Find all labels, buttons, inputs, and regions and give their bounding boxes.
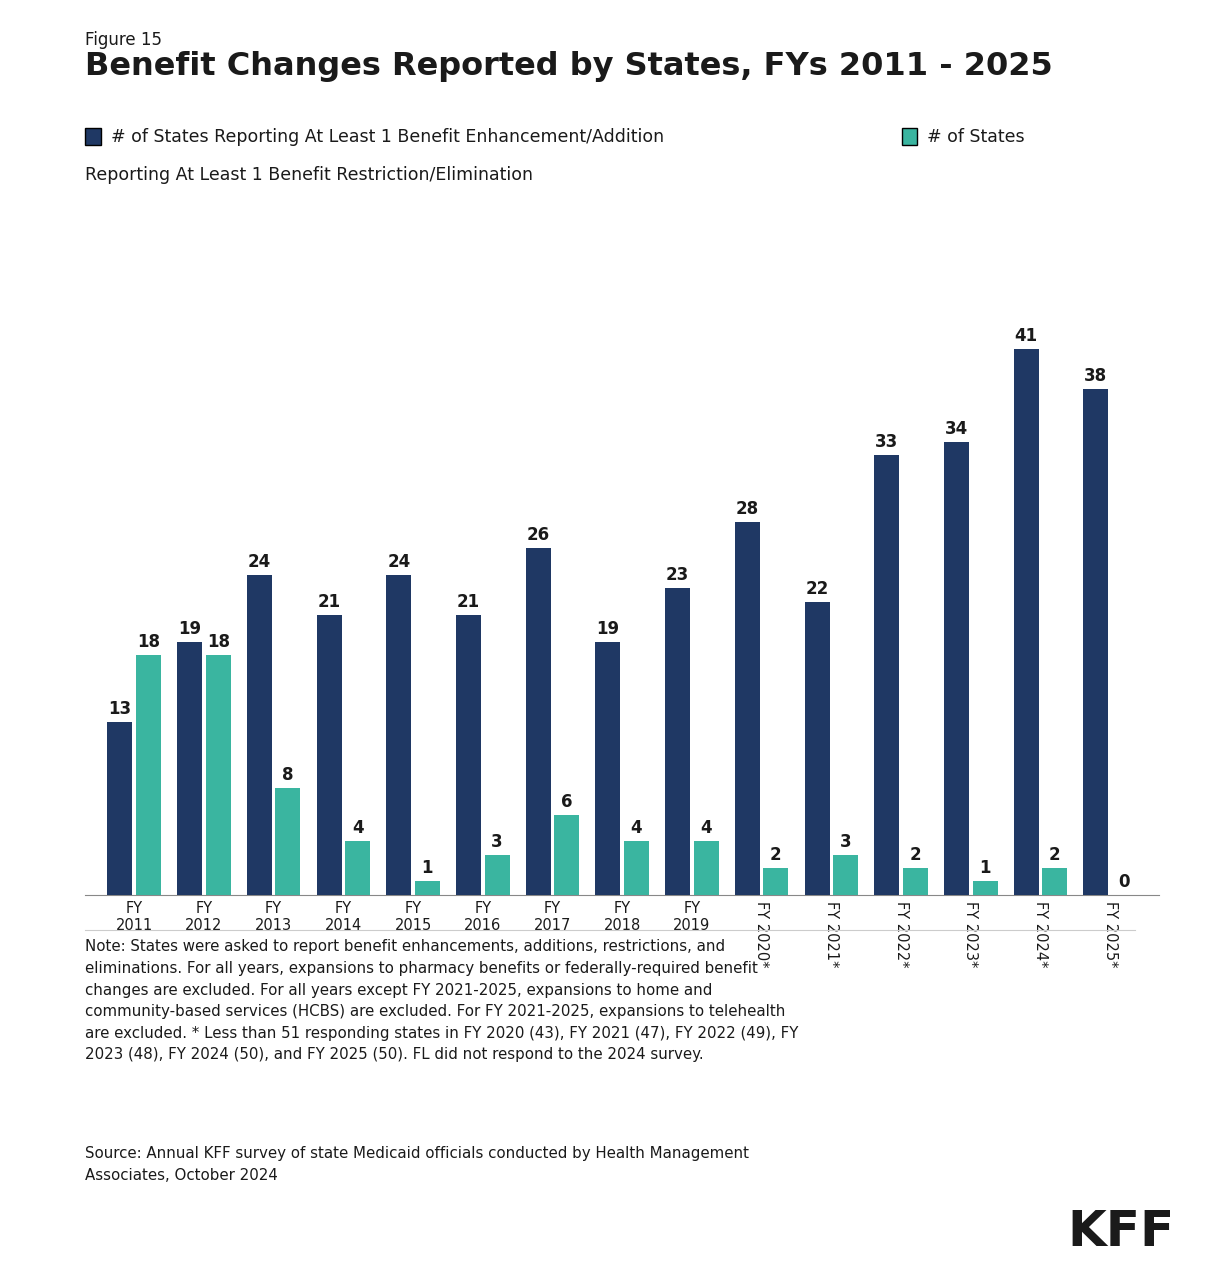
Text: 24: 24 xyxy=(387,553,410,571)
Bar xyxy=(903,868,928,895)
Text: 1: 1 xyxy=(980,859,991,877)
Text: # of States: # of States xyxy=(927,128,1025,146)
Bar xyxy=(595,642,621,895)
Text: Figure 15: Figure 15 xyxy=(85,31,162,49)
Text: FY
2016: FY 2016 xyxy=(464,901,501,933)
Bar xyxy=(554,815,580,895)
Text: Benefit Changes Reported by States, FYs 2011 - 2025: Benefit Changes Reported by States, FYs … xyxy=(85,51,1053,82)
Text: 4: 4 xyxy=(700,819,712,837)
Text: 4: 4 xyxy=(631,819,642,837)
Text: 3: 3 xyxy=(492,833,503,851)
Text: 38: 38 xyxy=(1085,367,1108,385)
Bar xyxy=(107,722,133,895)
Text: FY 2024*: FY 2024* xyxy=(1033,901,1048,967)
Text: Reporting At Least 1 Benefit Restriction/Elimination: Reporting At Least 1 Benefit Restriction… xyxy=(85,166,533,184)
Text: 21: 21 xyxy=(317,593,340,611)
Text: FY 2021*: FY 2021* xyxy=(824,901,839,967)
Bar xyxy=(415,882,440,895)
Text: 22: 22 xyxy=(805,580,828,598)
Bar xyxy=(484,855,510,895)
Text: 8: 8 xyxy=(282,766,294,785)
Text: 2: 2 xyxy=(1049,846,1060,864)
Text: FY
2018: FY 2018 xyxy=(604,901,640,933)
Bar xyxy=(734,521,760,895)
Text: 24: 24 xyxy=(248,553,271,571)
Text: 19: 19 xyxy=(597,620,620,638)
Text: FY
2011: FY 2011 xyxy=(116,901,152,933)
Text: FY
2014: FY 2014 xyxy=(325,901,362,933)
Text: FY
2012: FY 2012 xyxy=(185,901,222,933)
Text: 23: 23 xyxy=(666,566,689,584)
Text: KFF: KFF xyxy=(1068,1208,1175,1256)
Bar xyxy=(316,615,342,895)
Bar xyxy=(456,615,481,895)
Text: 0: 0 xyxy=(1119,873,1130,891)
Bar xyxy=(135,654,161,895)
Text: 3: 3 xyxy=(839,833,852,851)
Text: 34: 34 xyxy=(944,420,969,438)
Text: FY
2017: FY 2017 xyxy=(534,901,571,933)
Bar xyxy=(246,575,272,895)
Bar xyxy=(206,654,231,895)
Text: FY 2020*: FY 2020* xyxy=(754,901,769,967)
Bar xyxy=(694,841,719,895)
Bar xyxy=(623,841,649,895)
Text: FY
2015: FY 2015 xyxy=(394,901,432,933)
Text: FY
2013: FY 2013 xyxy=(255,901,293,933)
Bar xyxy=(875,455,899,895)
Text: Note: States were asked to report benefit enhancements, additions, restrictions,: Note: States were asked to report benefi… xyxy=(85,939,799,1062)
Text: 18: 18 xyxy=(206,633,229,651)
Bar xyxy=(764,868,788,895)
Bar xyxy=(1083,389,1109,895)
Text: 1: 1 xyxy=(422,859,433,877)
Bar xyxy=(177,642,203,895)
Text: 33: 33 xyxy=(875,433,898,451)
Text: FY 2025*: FY 2025* xyxy=(1103,901,1118,967)
Bar xyxy=(1042,868,1068,895)
Bar xyxy=(972,882,998,895)
Bar xyxy=(276,789,300,895)
Bar xyxy=(345,841,370,895)
Text: 6: 6 xyxy=(561,792,572,810)
Text: FY 2022*: FY 2022* xyxy=(893,901,909,967)
Text: 26: 26 xyxy=(527,527,550,544)
Text: 21: 21 xyxy=(458,593,479,611)
Bar xyxy=(833,855,858,895)
Text: # of States Reporting At Least 1 Benefit Enhancement/Addition: # of States Reporting At Least 1 Benefit… xyxy=(111,128,664,146)
Text: Source: Annual KFF survey of state Medicaid officials conducted by Health Manage: Source: Annual KFF survey of state Medic… xyxy=(85,1146,749,1183)
Text: 41: 41 xyxy=(1015,327,1038,345)
Text: 13: 13 xyxy=(109,699,132,717)
Text: 2: 2 xyxy=(910,846,921,864)
Text: 2: 2 xyxy=(770,846,782,864)
Bar xyxy=(1014,349,1038,895)
Text: 19: 19 xyxy=(178,620,201,638)
Text: FY
2019: FY 2019 xyxy=(673,901,710,933)
Bar xyxy=(387,575,411,895)
Bar xyxy=(944,442,969,895)
Bar xyxy=(804,602,830,895)
Text: 18: 18 xyxy=(137,633,160,651)
Text: 4: 4 xyxy=(351,819,364,837)
Bar xyxy=(526,548,550,895)
Text: FY 2023*: FY 2023* xyxy=(964,901,978,967)
Bar xyxy=(665,588,691,895)
Text: 28: 28 xyxy=(736,500,759,518)
